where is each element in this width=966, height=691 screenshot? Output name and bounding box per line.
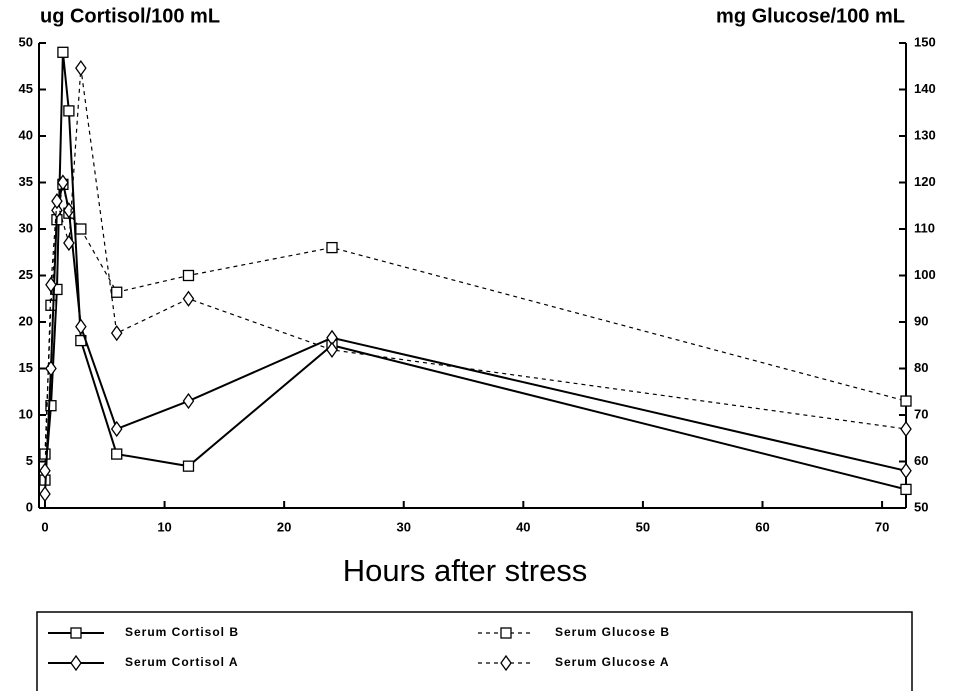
marker — [900, 395, 912, 407]
y2-tick-label: 50 — [914, 499, 928, 514]
series-line — [43, 182, 907, 495]
marker — [326, 241, 338, 254]
x-tick-label: 70 — [875, 519, 889, 534]
y-tick-label: 20 — [19, 313, 33, 328]
y-tick-label: 45 — [19, 81, 33, 96]
y-axis-title: ug Cortisol/100 mL — [40, 5, 220, 27]
marker — [39, 462, 51, 479]
y2-tick-label: 100 — [914, 267, 936, 282]
marker — [182, 269, 195, 282]
marker — [182, 290, 195, 307]
marker — [39, 485, 51, 503]
marker — [70, 627, 82, 639]
y2-tick-label: 150 — [914, 34, 936, 49]
marker — [182, 460, 195, 472]
marker — [63, 202, 75, 219]
y2-tick-label: 140 — [914, 81, 936, 96]
y2-tick-label: 110 — [914, 220, 935, 235]
marker — [111, 286, 123, 298]
series-line — [44, 68, 907, 471]
marker — [75, 318, 87, 335]
legend-label: Serum Glucose A — [555, 655, 670, 669]
marker — [57, 174, 69, 191]
marker — [75, 223, 87, 235]
y-tick-label: 10 — [19, 406, 33, 421]
marker — [51, 202, 63, 219]
marker — [182, 392, 195, 410]
marker — [70, 654, 82, 672]
marker — [326, 341, 338, 359]
legend-box — [36, 611, 913, 691]
x-tick-label: 0 — [41, 519, 48, 534]
y2-tick-label: 60 — [914, 453, 928, 468]
legend-label: Serum Cortisol B — [125, 625, 239, 639]
x-tick-label: 30 — [397, 519, 411, 534]
marker — [110, 325, 123, 342]
y2-axis-title: mg Glucose/100 mL — [716, 5, 905, 27]
y-tick-label: 5 — [26, 453, 33, 468]
legend-label: Serum Cortisol A — [125, 655, 239, 669]
series-line — [43, 52, 907, 491]
marker — [111, 448, 123, 460]
marker — [63, 234, 75, 252]
marker — [45, 276, 57, 293]
marker — [45, 400, 57, 412]
marker — [900, 483, 912, 496]
y2-tick-label: 70 — [914, 406, 928, 421]
marker — [900, 420, 912, 438]
y2-tick-label: 90 — [914, 313, 928, 328]
x-tick-label: 10 — [157, 519, 171, 534]
marker — [57, 46, 69, 58]
marker — [75, 59, 87, 77]
x-tick-label: 40 — [516, 519, 530, 534]
y-tick-label: 35 — [19, 174, 33, 189]
marker — [900, 462, 912, 479]
y2-tick-label: 80 — [914, 360, 928, 375]
series-line — [44, 184, 907, 455]
marker — [500, 627, 512, 639]
x-tick-label: 60 — [755, 519, 769, 534]
x-axis-title: Hours after stress — [343, 553, 588, 588]
y2-tick-label: 120 — [914, 174, 936, 189]
y-tick-label: 40 — [19, 127, 33, 142]
y-tick-label: 0 — [26, 499, 33, 514]
y-tick-label: 50 — [19, 34, 33, 49]
legend-label: Serum Glucose B — [555, 625, 670, 639]
marker — [110, 420, 123, 438]
marker — [45, 360, 57, 377]
y-tick-label: 30 — [19, 220, 33, 235]
marker — [63, 105, 75, 117]
y2-tick-label: 130 — [914, 127, 936, 142]
x-tick-label: 50 — [636, 519, 650, 534]
x-tick-label: 20 — [277, 519, 291, 534]
marker — [500, 654, 512, 672]
y-tick-label: 25 — [19, 267, 33, 282]
y-tick-label: 15 — [19, 360, 33, 375]
marker — [51, 192, 63, 210]
